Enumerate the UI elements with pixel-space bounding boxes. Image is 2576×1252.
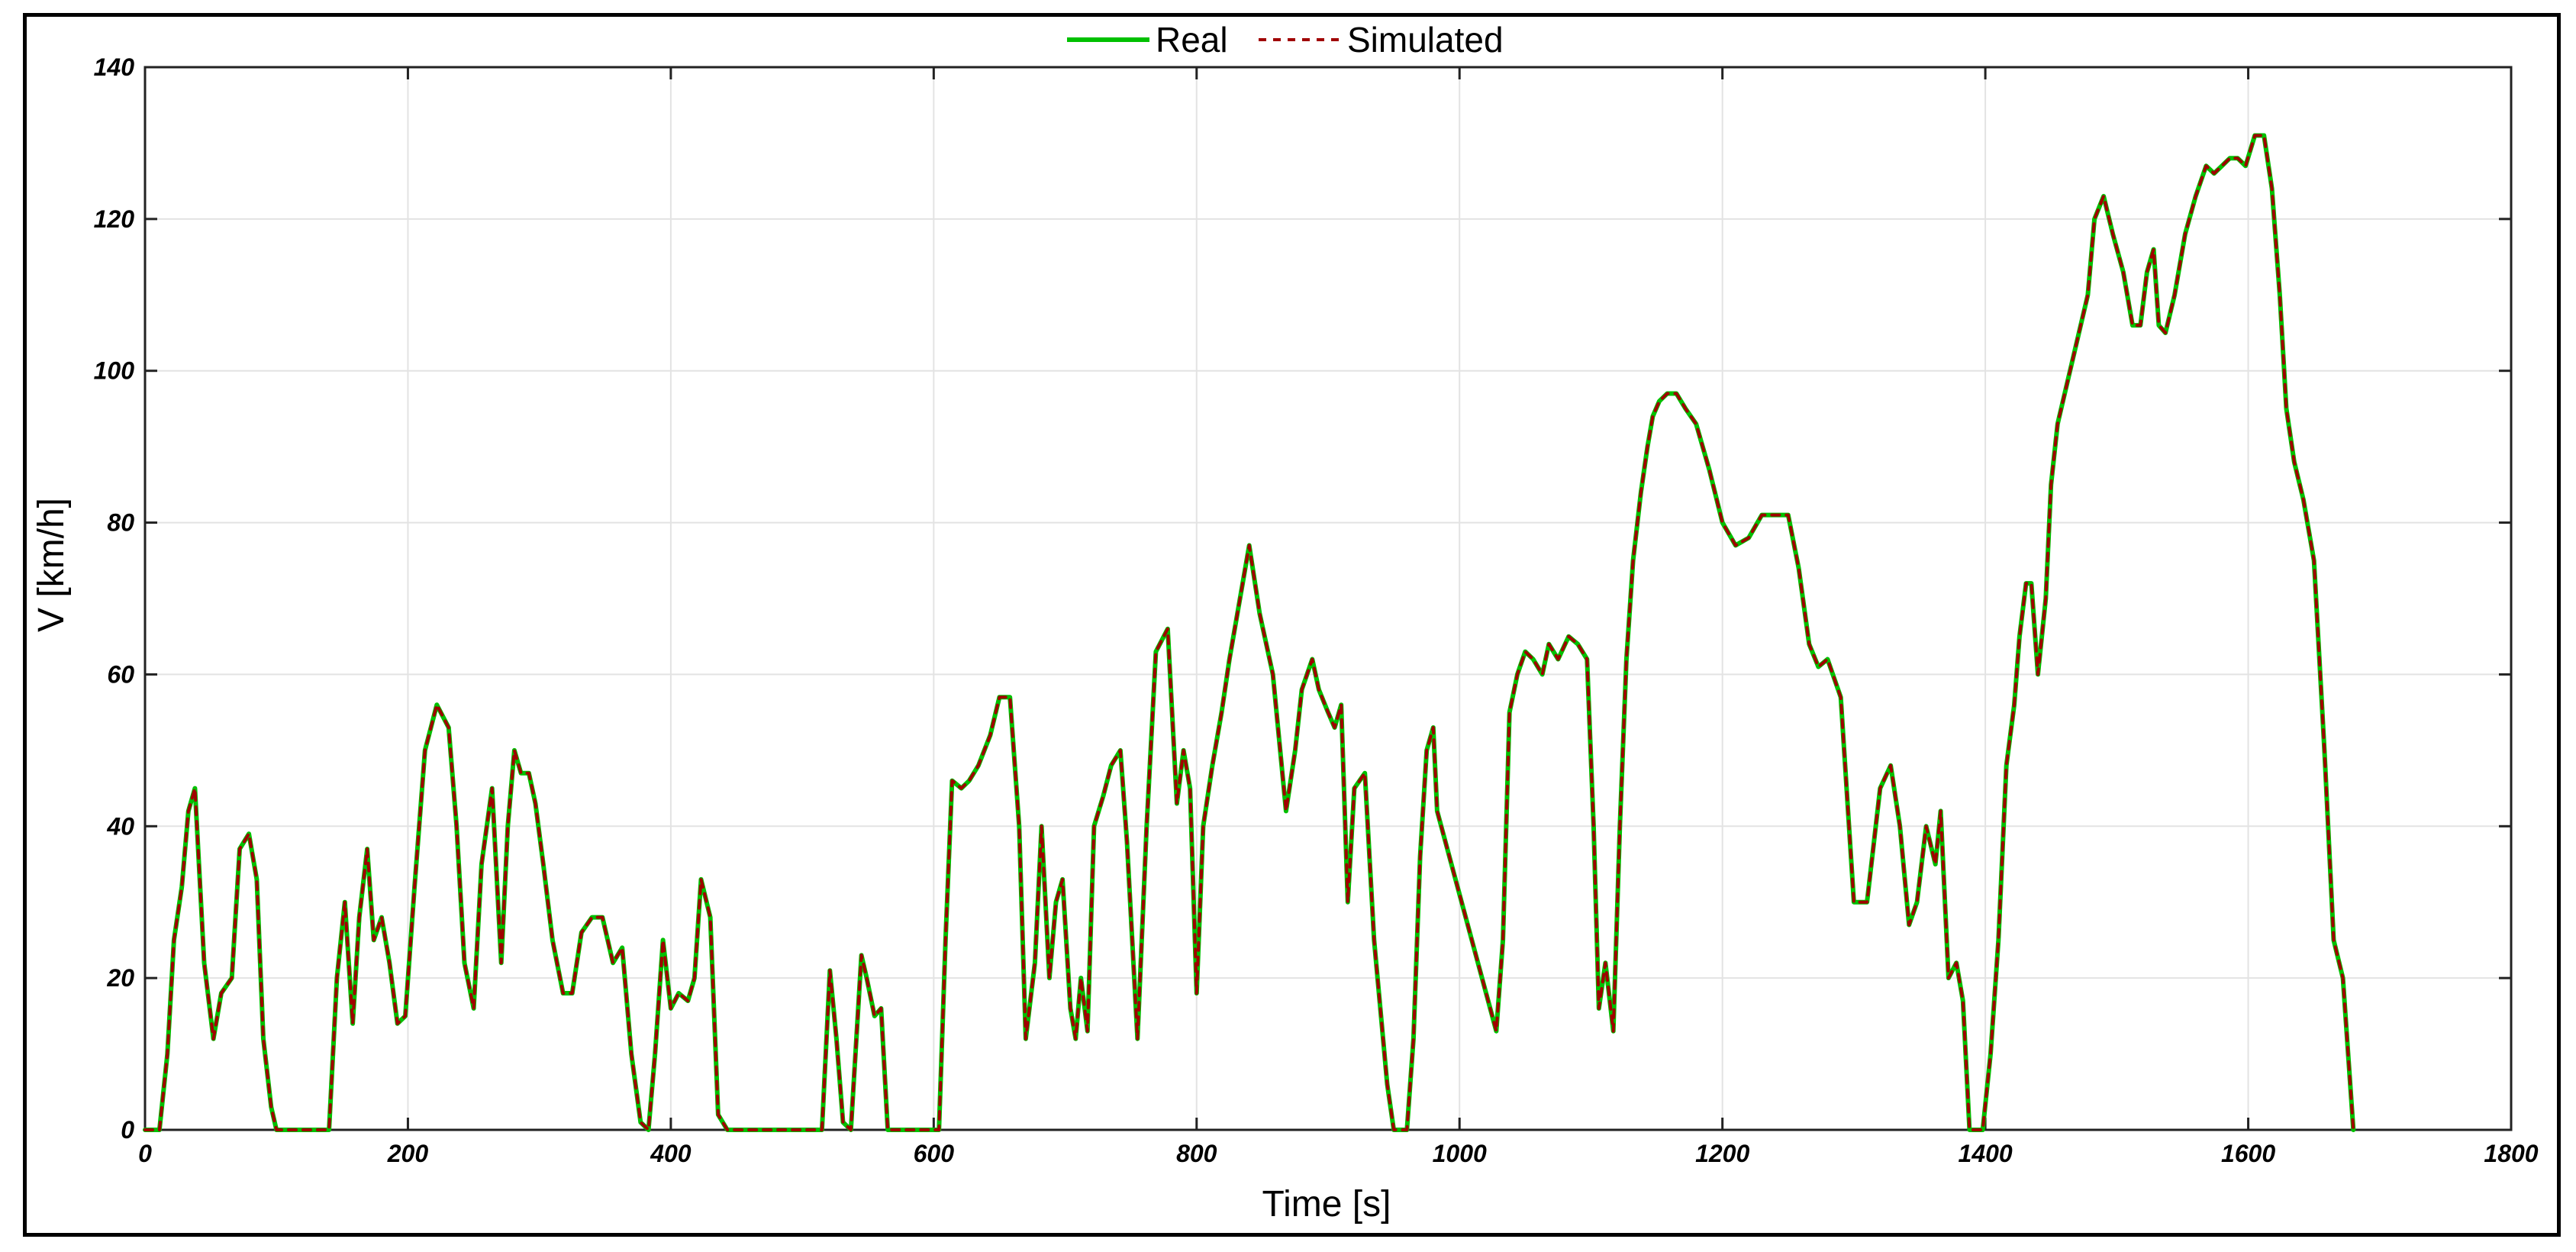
y-tick-label: 140 <box>94 53 135 81</box>
x-tick-label: 400 <box>650 1140 692 1167</box>
x-tick-label: 1600 <box>2221 1140 2275 1167</box>
y-tick-label: 80 <box>107 509 134 537</box>
legend-label-real: Real <box>1156 20 1228 60</box>
y-tick-label: 60 <box>107 660 134 688</box>
x-axis-label: Time [s] <box>1262 1184 1391 1225</box>
x-tick-label: 0 <box>138 1140 152 1167</box>
y-tick-label: 120 <box>94 205 135 233</box>
y-tick-label: 20 <box>106 964 134 992</box>
x-tick-label: 1800 <box>2484 1140 2538 1167</box>
y-tick-label: 100 <box>94 357 135 385</box>
plot-area-border <box>143 66 2513 1131</box>
x-tick-label: 600 <box>914 1140 955 1167</box>
x-tick-label: 1200 <box>1695 1140 1749 1167</box>
legend-label-simulated: Simulated <box>1347 20 1504 60</box>
legend: Real Simulated <box>1067 20 1504 60</box>
series-line-simulated <box>143 134 2355 1131</box>
x-tick-label: 1400 <box>1959 1140 2013 1167</box>
series-layer <box>143 133 2356 1132</box>
grid <box>144 66 2512 1131</box>
y-tick-label: 0 <box>121 1116 134 1144</box>
x-tick-label: 800 <box>1176 1140 1217 1167</box>
axes: 0 200 400 600 800 1000 1200 1400 1600 1800 0 20 40 60… <box>94 53 2539 1167</box>
series-line-real <box>143 133 2356 1132</box>
figure-frame <box>23 13 2561 1237</box>
x-tick-label: 1000 <box>1433 1140 1487 1167</box>
y-axis-label: V [km/h] <box>31 498 72 632</box>
y-tick-label: 40 <box>106 812 134 840</box>
x-tick-label: 200 <box>387 1140 429 1167</box>
